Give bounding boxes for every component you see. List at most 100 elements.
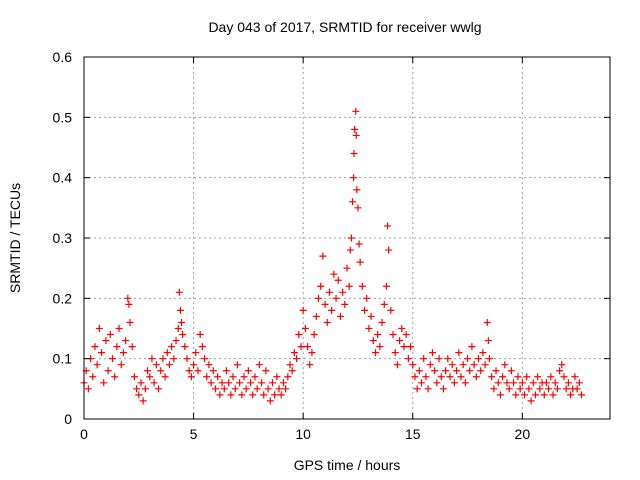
data-point [351, 125, 359, 133]
data-point [536, 385, 544, 393]
data-point [542, 379, 550, 387]
data-point [95, 325, 103, 332]
data-point [231, 385, 239, 393]
data-point [442, 367, 450, 375]
data-point [321, 300, 329, 308]
data-point [339, 288, 347, 296]
data-point [209, 367, 217, 375]
data-point [525, 385, 533, 393]
data-point [310, 331, 318, 339]
data-point [277, 391, 285, 399]
data-point [404, 355, 412, 363]
x-tick-label: 0 [80, 426, 88, 442]
data-point [365, 325, 373, 332]
data-point [402, 331, 410, 339]
data-point [433, 379, 441, 387]
data-point [128, 343, 136, 351]
data-point [262, 367, 270, 375]
data-point [387, 306, 395, 314]
data-point [308, 349, 316, 357]
data-point [385, 246, 393, 254]
data-point [214, 373, 222, 381]
data-point [175, 288, 183, 296]
data-point [194, 367, 202, 375]
data-point [106, 331, 114, 339]
data-point [354, 204, 362, 212]
data-point [369, 337, 377, 345]
data-point [249, 391, 257, 399]
y-tick-label: 0.3 [53, 230, 73, 246]
data-point [411, 373, 419, 381]
data-point [183, 355, 191, 363]
data-point [144, 367, 152, 375]
data-point [564, 379, 572, 387]
data-point [573, 385, 581, 393]
data-point [203, 373, 211, 381]
data-point [179, 331, 187, 339]
data-point [244, 367, 252, 375]
data-point [141, 385, 149, 393]
data-point [286, 361, 294, 369]
data-point [168, 343, 176, 351]
data-point [172, 337, 180, 345]
data-point [268, 379, 276, 387]
data-point [102, 337, 110, 345]
data-point [396, 337, 404, 345]
data-point [466, 367, 474, 375]
data-point [297, 343, 305, 351]
data-point [295, 331, 303, 339]
data-point [282, 385, 290, 393]
data-point [529, 379, 537, 387]
data-point [233, 361, 241, 369]
data-point [560, 373, 568, 381]
plot-frame [83, 56, 611, 420]
x-axis-label: GPS time / hours [294, 457, 401, 473]
data-point [198, 343, 206, 351]
data-point [273, 373, 281, 381]
data-point [187, 373, 195, 381]
data-point [325, 288, 333, 296]
data-point [163, 349, 171, 357]
data-point [479, 349, 487, 357]
data-point [484, 337, 492, 345]
x-tick-label: 10 [295, 426, 311, 442]
y-tick-label: 0.6 [53, 49, 73, 65]
data-point [201, 355, 209, 363]
data-point [415, 367, 423, 375]
data-point [518, 379, 526, 387]
axis-ticks: 0 5 10 15 20 0 0.1 0.2 0.3 0.4 0.5 0.6 [53, 49, 610, 442]
data-point [374, 331, 382, 339]
data-point [345, 282, 353, 290]
data-point [341, 300, 349, 308]
data-point [422, 373, 430, 381]
data-point [328, 306, 336, 314]
data-point [512, 391, 520, 399]
data-point [216, 391, 224, 399]
data-point [178, 318, 186, 326]
data-point [382, 282, 390, 290]
data-point [100, 379, 108, 387]
data-point [521, 391, 529, 399]
data-point [319, 252, 327, 260]
data-point [494, 379, 502, 387]
data-point [181, 343, 189, 351]
data-point [242, 385, 250, 393]
data-point [496, 391, 504, 399]
data-point [378, 318, 386, 326]
data-point [135, 391, 143, 399]
data-point [264, 385, 272, 393]
data-point [290, 349, 298, 357]
data-point [380, 300, 388, 308]
data-point [503, 379, 511, 387]
data-point [391, 349, 399, 357]
data-point [547, 373, 555, 381]
data-point [240, 373, 248, 381]
data-point [258, 379, 266, 387]
data-point [505, 385, 513, 393]
data-point [444, 355, 452, 363]
data-point [284, 373, 292, 381]
data-point [461, 379, 469, 387]
data-point [293, 355, 301, 363]
data-point [84, 385, 92, 393]
data-point [450, 379, 458, 387]
